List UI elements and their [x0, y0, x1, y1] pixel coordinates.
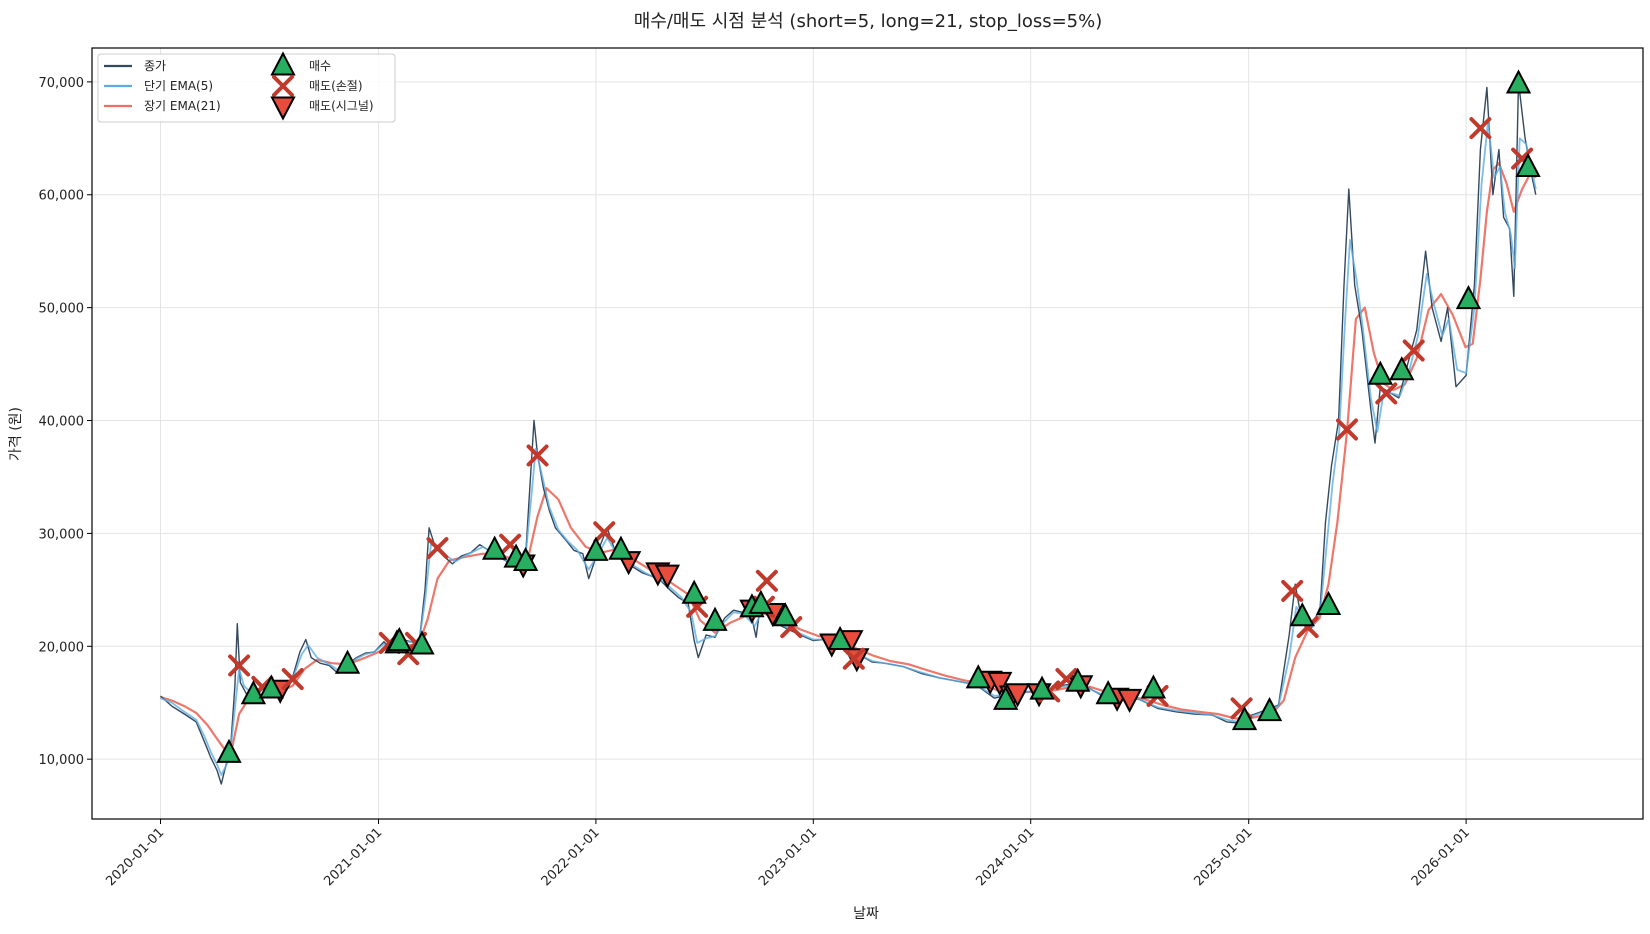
buy-marker: [1140, 674, 1167, 699]
grid-layer: [92, 48, 1643, 819]
chart-title: 매수/매도 시점 분석 (short=5, long=21, stop_loss…: [634, 11, 1103, 32]
buy-marker: [1289, 602, 1315, 627]
sell-stop-marker: [426, 537, 449, 560]
legend-label: 매수: [309, 59, 331, 73]
x-tick-label: 2023-01-01: [756, 825, 820, 889]
legend-stop-icon: [272, 75, 294, 97]
legend-label: 종가: [144, 59, 166, 73]
series-line-ema-short: [160, 120, 1537, 776]
buy-marker: [1231, 706, 1258, 731]
x-tick-label: 2025-01-01: [1191, 825, 1255, 889]
buy-marker: [1065, 667, 1091, 692]
sell-signal-marker: [1004, 683, 1031, 708]
buy-marker: [993, 685, 1019, 710]
buy-marker: [334, 649, 361, 674]
x-tick-label: 2020-01-01: [103, 825, 167, 889]
buy-marker: [772, 602, 798, 627]
sell-stop-marker: [281, 668, 304, 691]
buy-marker: [702, 606, 728, 631]
buy-marker: [240, 680, 267, 705]
buy-marker: [386, 626, 412, 652]
y-tick-label: 30,000: [39, 527, 85, 542]
legend-signal-icon: [270, 96, 296, 121]
buy-marker: [965, 664, 991, 689]
sell-stop-marker: [1469, 117, 1492, 140]
buy-marker: [1515, 152, 1541, 178]
buy-marker: [608, 535, 634, 560]
buy-marker: [258, 674, 284, 699]
buy-marker: [681, 579, 707, 604]
sell-stop-marker: [842, 647, 865, 670]
legend-key-buy: [270, 51, 296, 76]
y-tick-label: 20,000: [39, 640, 85, 655]
buy-marker: [1315, 590, 1342, 616]
buy-marker: [1455, 284, 1482, 310]
y-tick-label: 50,000: [39, 302, 85, 317]
sell-stop-marker: [1375, 382, 1398, 405]
legend-label: 매도(손절): [309, 79, 363, 93]
legend-buy-icon: [270, 51, 296, 76]
legend-key-signal: [270, 96, 296, 121]
x-tick-label: 2022-01-01: [539, 825, 603, 889]
buy-marker: [1256, 696, 1283, 722]
y-tick-label: 10,000: [39, 753, 85, 768]
y-tick-label: 60,000: [39, 189, 85, 204]
legend-label: 매도(시그널): [309, 99, 374, 113]
sell-signal-marker: [1116, 688, 1143, 713]
buy-marker: [481, 535, 508, 560]
y-tick-label: 40,000: [39, 415, 85, 430]
series-layer: [160, 81, 1537, 785]
buy-marker: [748, 589, 774, 614]
buy-marker: [1367, 360, 1393, 385]
x-tick-label: 2026-01-01: [1409, 825, 1473, 889]
x-axis-label: 날짜: [853, 906, 879, 922]
sell-stop-marker: [1281, 579, 1304, 602]
axis-layer: 10,000 20,000 30,000 40,000 50,000 60,000 70,0…: [39, 76, 1473, 889]
buy-marker: [1389, 356, 1415, 381]
series-line-close: [160, 81, 1537, 785]
y-axis-label: 가격 (원): [8, 407, 24, 461]
sell-stop-marker: [1402, 339, 1425, 362]
legend-box: [97, 53, 396, 123]
plot-frame: [91, 47, 1644, 820]
buy-marker: [583, 536, 609, 561]
buy-marker: [1505, 69, 1532, 94]
sell-stop-marker: [1335, 418, 1358, 441]
buy-marker: [409, 630, 435, 655]
sell-stop-marker: [526, 444, 549, 467]
buy-marker: [827, 625, 853, 651]
sell-signal-marker: [654, 564, 681, 589]
buy-marker: [1029, 675, 1055, 700]
marker-layer: [216, 69, 1541, 763]
buy-marker: [1095, 680, 1121, 705]
x-tick-label: 2021-01-01: [321, 825, 385, 889]
legend-label: 단기 EMA(5): [144, 79, 213, 93]
x-tick-label: 2024-01-01: [973, 825, 1037, 889]
buy-marker: [512, 546, 539, 571]
buy-marker: [216, 738, 242, 763]
sell-stop-marker: [755, 569, 778, 592]
sell-stop-marker: [593, 521, 616, 544]
legend-label: 장기 EMA(21): [144, 99, 221, 113]
sell-stop-marker: [228, 654, 251, 677]
y-tick-label: 70,000: [39, 76, 85, 91]
legend-key-stop: [272, 75, 294, 97]
